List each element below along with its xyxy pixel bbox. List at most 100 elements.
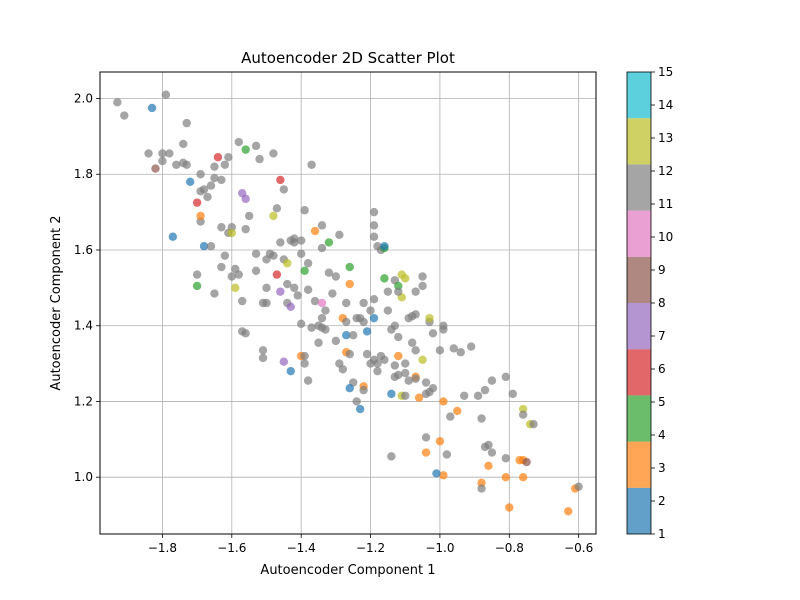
- data-point: [435, 346, 445, 355]
- data-point: [220, 160, 230, 169]
- data-point: [296, 249, 306, 258]
- data-point: [300, 359, 309, 368]
- data-point: [158, 149, 167, 158]
- colorbar-tick-label: 7: [658, 329, 666, 343]
- data-point: [439, 325, 448, 334]
- x-tick-label: −1.2: [356, 541, 385, 555]
- data-point: [418, 355, 427, 365]
- data-point: [262, 298, 271, 308]
- data-point: [418, 281, 427, 291]
- data-point: [314, 338, 323, 347]
- data-point: [199, 241, 209, 251]
- data-point: [331, 336, 341, 346]
- data-point: [276, 238, 285, 247]
- data-point: [258, 353, 268, 363]
- data-point: [359, 298, 368, 308]
- y-tick-label: 1.6: [74, 243, 93, 257]
- data-point: [442, 450, 452, 459]
- data-point: [272, 270, 282, 279]
- colorbar-band: [627, 349, 651, 396]
- data-point: [428, 329, 438, 338]
- colorbar-tick-label: 6: [658, 362, 666, 376]
- data-point: [262, 283, 271, 293]
- data-point: [373, 359, 382, 368]
- data-point: [203, 192, 212, 202]
- colorbar-tick-label: 14: [658, 98, 673, 112]
- data-point: [366, 306, 375, 315]
- data-point: [293, 291, 302, 300]
- data-point: [425, 313, 434, 323]
- colorbar-band: [627, 210, 651, 257]
- colorbar-tick-label: 15: [658, 65, 673, 79]
- data-point: [459, 391, 469, 400]
- x-tick-label: −0.8: [495, 541, 524, 555]
- data-point: [310, 296, 320, 306]
- data-point: [144, 149, 153, 158]
- data-point: [480, 385, 490, 395]
- data-point: [338, 365, 347, 374]
- data-point: [349, 330, 358, 340]
- data-point: [345, 262, 354, 272]
- y-tick-label: 1.2: [74, 394, 93, 408]
- data-point: [217, 223, 226, 232]
- data-point: [192, 198, 202, 207]
- data-point: [435, 437, 445, 446]
- x-tick-label: −1.6: [217, 541, 246, 555]
- data-point: [369, 221, 379, 230]
- data-point: [303, 259, 313, 268]
- data-point: [269, 251, 278, 260]
- data-point: [151, 164, 160, 173]
- plot-frame: [99, 71, 597, 535]
- data-point: [258, 346, 268, 355]
- data-point: [484, 461, 493, 471]
- data-point: [283, 279, 292, 289]
- data-point: [283, 259, 292, 268]
- colorbar-tick-label: 10: [658, 230, 673, 244]
- data-point: [113, 98, 122, 107]
- data-point: [522, 457, 531, 467]
- colorbar-band: [627, 395, 651, 442]
- data-point: [238, 296, 247, 306]
- y-tick-label: 1.4: [74, 319, 93, 333]
- colorbar-band: [627, 441, 651, 488]
- data-point: [414, 393, 424, 402]
- colorbar-band: [627, 303, 651, 350]
- colorbar-tick-label: 1: [658, 527, 666, 541]
- colorbar-band: [627, 164, 651, 211]
- data-point: [210, 162, 219, 171]
- data-point: [505, 503, 514, 512]
- data-point: [518, 472, 528, 482]
- data-point: [196, 211, 205, 221]
- x-axis-label: Autoencoder Component 1: [260, 563, 435, 578]
- data-point: [404, 376, 413, 385]
- data-point: [321, 306, 330, 315]
- data-point: [390, 361, 400, 370]
- y-tick-label: 1.8: [74, 167, 93, 181]
- data-point: [342, 317, 351, 327]
- data-point: [401, 274, 410, 283]
- colorbar-tick-label: 9: [658, 263, 666, 277]
- data-point: [369, 207, 379, 217]
- colorbar-tick-label: 13: [658, 131, 673, 145]
- y-tick-label: 1.0: [74, 470, 93, 484]
- data-point: [383, 306, 393, 315]
- data-point: [182, 118, 191, 128]
- data-point: [220, 251, 230, 260]
- data-point: [383, 287, 393, 296]
- data-point: [411, 310, 420, 319]
- data-point: [501, 472, 511, 482]
- data-point: [296, 319, 306, 329]
- data-point: [303, 285, 313, 294]
- data-point: [411, 287, 420, 296]
- data-point: [303, 376, 313, 385]
- data-point: [192, 281, 202, 291]
- data-point: [529, 419, 538, 429]
- data-point: [373, 366, 382, 376]
- data-point: [217, 262, 226, 272]
- data-point: [453, 406, 462, 416]
- data-point: [449, 344, 458, 353]
- data-point: [345, 279, 354, 289]
- data-point: [477, 484, 486, 493]
- colorbar-tick-label: 8: [658, 296, 666, 310]
